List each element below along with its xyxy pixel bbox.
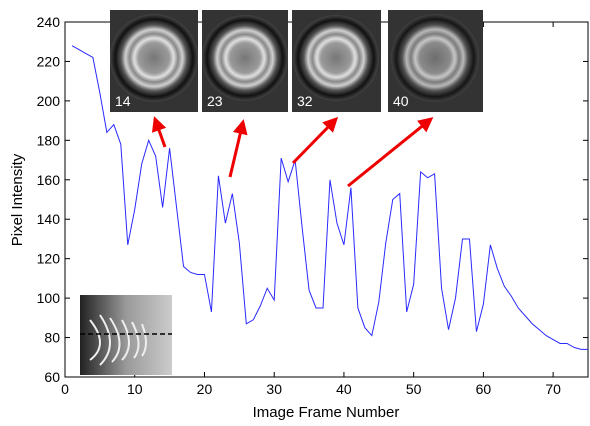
y-tick-label: 60 [44,369,60,385]
inset-image [292,10,381,112]
inset-image [110,10,198,112]
x-tick-label: 50 [406,381,422,397]
x-tick-label: 60 [476,381,492,397]
inset-image [388,10,483,112]
y-axis-label: Pixel Intensity [9,153,26,246]
y-tick-label: 80 [44,330,60,346]
data-line [71,45,588,350]
y-tick-label: 240 [37,14,61,30]
y-tick-label: 180 [37,132,61,148]
kymograph-inset [80,295,172,375]
inset-label: 23 [207,93,223,109]
y-tick-label: 140 [37,211,61,227]
y-tick-label: 200 [37,93,61,109]
x-tick-label: 10 [127,381,143,397]
inset-label: 14 [115,93,131,109]
x-axis-label: Image Frame Number [253,404,400,421]
x-tick-label: 40 [336,381,352,397]
arrows [151,116,434,188]
x-tick-label: 30 [266,381,282,397]
x-tick-label: 70 [545,381,561,397]
y-tick-label: 220 [37,53,61,69]
y-tick-label: 100 [37,290,61,306]
inset-image [202,10,288,112]
inset-label: 40 [393,93,409,109]
y-tick-label: 160 [37,172,61,188]
x-tick-label: 0 [61,381,69,397]
insets: 14 23 32 40 [110,10,483,112]
x-tick-label: 20 [197,381,213,397]
y-tick-label: 120 [37,251,61,267]
inset-label: 32 [297,93,313,109]
